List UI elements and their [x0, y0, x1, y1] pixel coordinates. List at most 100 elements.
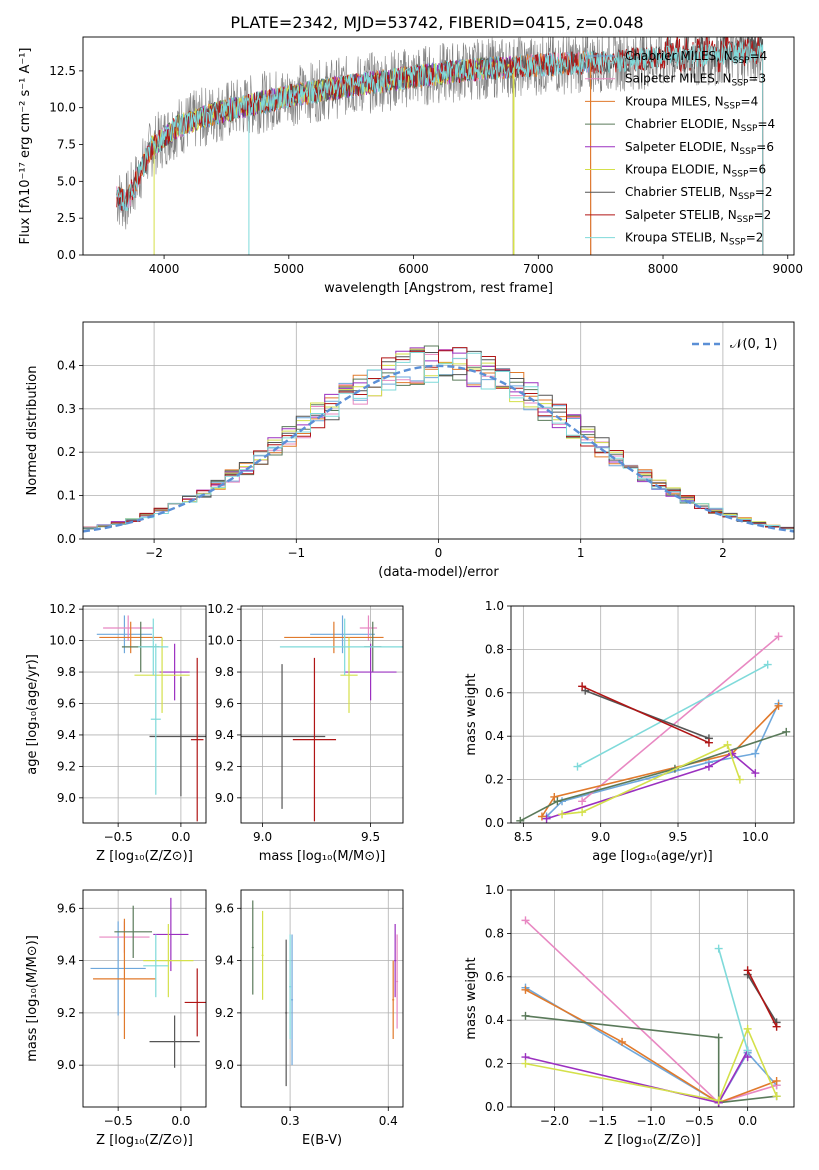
plot-area — [516, 632, 791, 823]
histogram-salpeter-stelib — [83, 347, 794, 529]
weight-line-salpeter-stelib — [581, 685, 710, 744]
x-tick-label: 0.4 — [379, 1114, 398, 1128]
y-tick-label: 10.2 — [49, 602, 76, 616]
y-tick-label: 9.4 — [57, 728, 76, 742]
x-tick-label: 1 — [577, 546, 585, 560]
weight-line-kroupa-stelib — [577, 663, 769, 768]
y-tick-label: 0.4 — [57, 358, 76, 372]
y-tick-label: 9.2 — [215, 1006, 234, 1020]
y-tick-label: 0.3 — [57, 402, 76, 416]
y-tick-label: 10.0 — [49, 101, 76, 115]
x-tick-label: 0.0 — [171, 1114, 190, 1128]
weight-point-marker — [763, 660, 772, 669]
panel-age_vs_Z: −0.5 0.0 9.0 9.2 9.4 9.6 9.8 10.0 10.2 Z [log₁₀(Z… — [25, 602, 207, 864]
x-tick-label: 9.0 — [591, 830, 610, 844]
weight-point-marker — [578, 797, 587, 806]
x-axis-label: Z [log₁₀(Z/Z⊙)] — [604, 1133, 701, 1148]
panel-weight_vs_age: 8.5 9.0 9.5 10.0 0.0 0.2 0.4 0.6 0.8 1.0 age [log₁… — [464, 599, 795, 864]
y-tick-label: 9.2 — [57, 759, 76, 773]
y-tick-label: 7.5 — [57, 138, 76, 152]
y-tick-label: 10.2 — [207, 602, 234, 616]
x-tick-label: 8.5 — [514, 830, 533, 844]
weight-point-marker — [743, 1046, 752, 1055]
x-tick-label: −0.5 — [104, 1114, 133, 1128]
y-tick-label: 9.0 — [57, 1058, 76, 1072]
spectrum-model-line-salpeter-stelib — [116, 37, 764, 255]
legend-label-sub: SSP — [729, 238, 746, 248]
y-tick-label: 9.6 — [57, 696, 76, 710]
y-tick-label: 5.0 — [57, 174, 76, 188]
y-tick-label: 0.0 — [57, 532, 76, 546]
y-axis-label: Normed distribution — [25, 366, 40, 496]
axes-frame — [240, 605, 404, 824]
legend-label-main: Chabrier STELIB, N — [625, 185, 738, 199]
y-tick-label: 1.0 — [485, 883, 504, 897]
y-tick-label: 0.2 — [485, 773, 504, 787]
weight-point-marker — [751, 769, 760, 778]
legend-label-main: Kroupa ELODIE, N — [625, 163, 732, 177]
x-axis-label: Z [log₁₀(Z/Z⊙)] — [96, 1133, 193, 1148]
y-axis-label: mass weight — [464, 957, 479, 1039]
legend-label-tail: =6 — [756, 140, 774, 154]
weight-point-marker — [578, 682, 587, 691]
panel-weight_vs_Z: −2.0 −1.5 −1.0 −0.5 0.0 0.0 0.2 0.4 0.6 0.8 1.0 Z [… — [464, 883, 795, 1148]
legend-label-sub: SSP — [733, 56, 750, 66]
x-tick-label: 8000 — [648, 262, 679, 276]
x-axis-label: mass [log₁₀(M/M⊙)] — [259, 849, 386, 864]
legend-label-sub: SSP — [724, 101, 741, 111]
legend-label-main: Chabrier ELODIE, N — [625, 117, 741, 131]
weight-point-marker — [516, 816, 525, 823]
weight-point-marker — [751, 749, 760, 758]
plot-area — [116, 37, 764, 255]
y-tick-label: 0.0 — [485, 816, 504, 830]
weight-point-marker — [521, 1011, 530, 1020]
y-tick-label: 9.4 — [57, 954, 76, 968]
weight-point-marker — [558, 810, 567, 819]
x-tick-label: 0.3 — [281, 1114, 300, 1128]
legend-label-main: Salpeter STELIB, N — [625, 208, 737, 222]
y-tick-label: 0.8 — [485, 642, 504, 656]
y-tick-label: 0.2 — [57, 445, 76, 459]
weight-point-marker — [618, 1037, 627, 1046]
x-tick-label: 9.5 — [668, 830, 687, 844]
y-tick-label: 9.2 — [215, 759, 234, 773]
y-tick-label: 1.0 — [485, 599, 504, 613]
weight-point-marker — [782, 727, 791, 736]
weight-point-marker — [521, 916, 530, 925]
plot-area — [241, 615, 403, 822]
weight-point-marker — [714, 1033, 723, 1042]
legend-label-main: Kroupa MILES, N — [625, 94, 724, 108]
y-tick-label: 9.6 — [215, 901, 234, 915]
weight-point-marker — [704, 762, 713, 771]
y-tick-label: 9.0 — [57, 791, 76, 805]
plot-area — [251, 900, 399, 1087]
weight-line-kroupa-elodie — [525, 1026, 778, 1102]
x-tick-label: −0.5 — [104, 830, 133, 844]
weight-line-kroupa-miles — [525, 989, 777, 1104]
legend-label-sub: SSP — [739, 147, 756, 157]
y-tick-label: 9.6 — [57, 901, 76, 915]
y-tick-label: 9.6 — [215, 696, 234, 710]
spectrum-model-line-kroupa-stelib — [116, 41, 764, 255]
legend-label-tail: =2 — [755, 185, 773, 199]
y-tick-label: 2.5 — [57, 211, 76, 225]
y-axis-label: mass weight — [464, 673, 479, 755]
axes-frame — [82, 36, 795, 256]
x-tick-label: 0.0 — [171, 830, 190, 844]
x-axis-label: E(B-V) — [302, 1133, 342, 1148]
weight-line-kroupa-stelib — [717, 948, 749, 1051]
plot-area — [83, 345, 794, 533]
legend-label-tail: =4 — [741, 94, 759, 108]
x-tick-label: 0 — [435, 546, 443, 560]
legend-label-tail: =4 — [750, 49, 768, 63]
weight-point-marker — [743, 966, 752, 975]
axes-frame — [82, 889, 207, 1108]
legend-label: Salpeter MILES, NSSP=3 — [625, 72, 766, 89]
legend-label: Kroupa ELODIE, NSSP=6 — [625, 163, 766, 180]
legend-label: Chabrier STELIB, NSSP=2 — [625, 185, 773, 202]
weight-point-marker — [542, 814, 551, 823]
legend-label: 𝒩(0, 1) — [730, 337, 777, 352]
x-tick-label: −2.0 — [540, 1114, 569, 1128]
legend-label: Chabrier MILES, NSSP=4 — [625, 49, 767, 66]
